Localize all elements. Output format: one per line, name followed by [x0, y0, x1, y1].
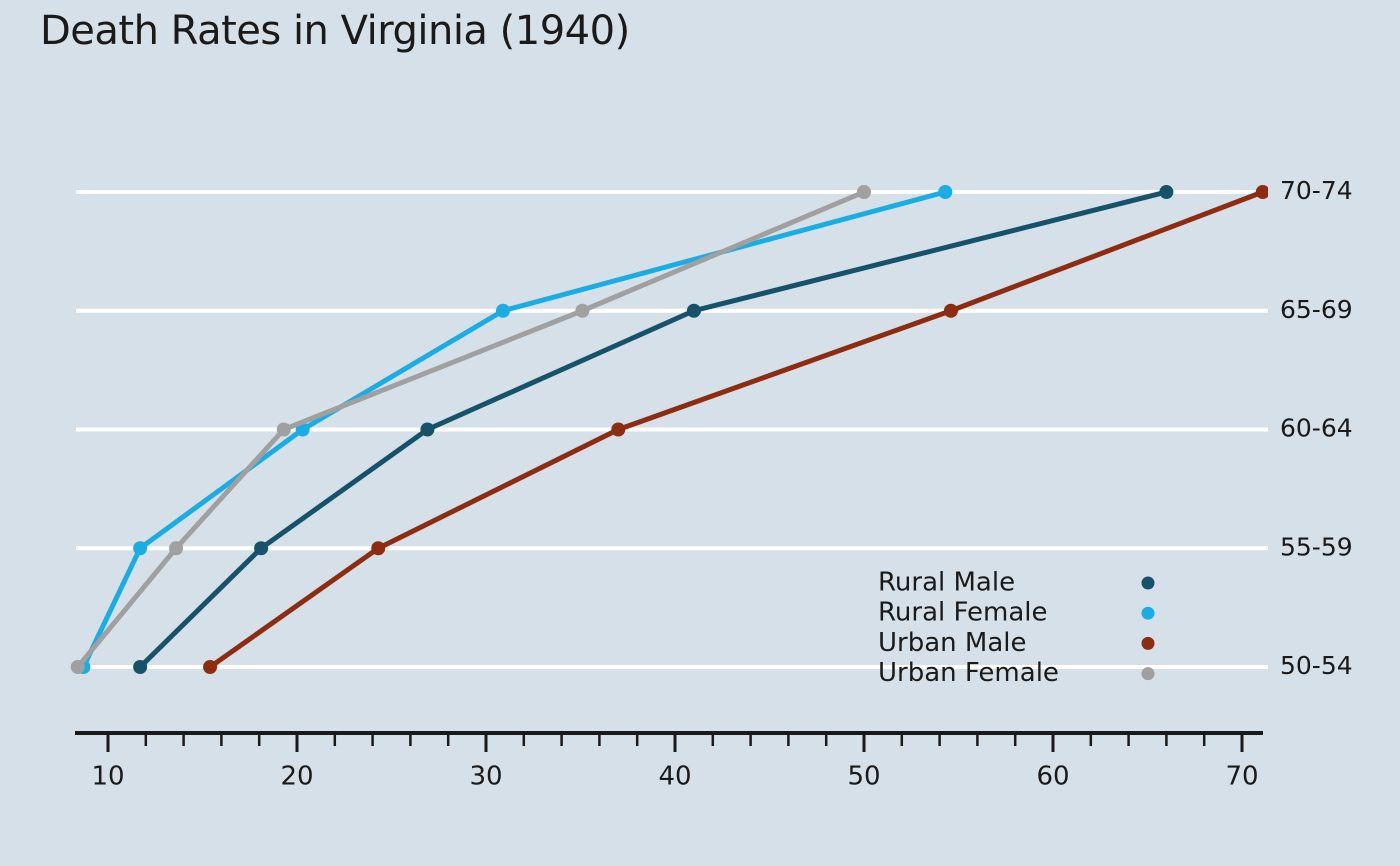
category-label-60-64: 60-64: [1280, 414, 1353, 443]
x-tick-label: 10: [91, 762, 124, 792]
data-point-rural-female-70-74: [938, 185, 953, 199]
data-point-rural-male-50-54: [133, 660, 148, 674]
chart-title: Death Rates in Virginia (1940): [40, 8, 630, 54]
data-point-urban-female-70-74: [857, 185, 871, 199]
x-tick-label: 60: [1036, 762, 1069, 792]
legend-marker-rural-female: [1141, 606, 1155, 620]
data-point-urban-male-60-64: [611, 422, 626, 437]
x-tick-label: 20: [280, 762, 313, 792]
x-tick-label: 70: [1225, 762, 1258, 792]
category-label-55-59: 55-59: [1280, 532, 1353, 561]
legend-marker-rural-male: [1141, 576, 1155, 590]
data-point-urban-female-60-64: [276, 422, 291, 437]
series-group: [70, 185, 1268, 674]
x-tick-label: 40: [658, 762, 691, 792]
category-label-70-74: 70-74: [1280, 176, 1353, 205]
legend-marker-urban-male: [1141, 636, 1155, 650]
legend-label-urban-female: Urban Female: [878, 658, 1059, 688]
data-point-urban-female-55-59: [169, 541, 184, 556]
data-point-rural-female-55-59: [133, 541, 148, 556]
legend-label-urban-male: Urban Male: [878, 628, 1026, 658]
x-tick-label: 30: [469, 762, 502, 792]
x-tick-label: 50: [847, 762, 880, 792]
data-point-urban-female-65-69: [575, 303, 590, 318]
data-point-urban-male-65-69: [943, 303, 958, 318]
data-point-rural-male-70-74: [1159, 185, 1174, 199]
data-point-urban-male-55-59: [371, 541, 386, 556]
data-point-urban-male-70-74: [1255, 185, 1268, 199]
legend-marker-urban-female: [1141, 667, 1155, 681]
data-point-urban-male-50-54: [203, 660, 218, 674]
data-point-rural-male-60-64: [420, 422, 435, 437]
legend-label-rural-female: Rural Female: [878, 598, 1048, 628]
data-point-urban-female-50-54: [70, 660, 85, 674]
data-point-rural-male-55-59: [254, 541, 269, 556]
data-point-rural-male-65-69: [686, 303, 701, 318]
data-point-rural-female-65-69: [496, 303, 511, 318]
category-label-65-69: 65-69: [1280, 295, 1353, 324]
category-label-50-54: 50-54: [1280, 651, 1353, 680]
legend-label-rural-male: Rural Male: [878, 568, 1015, 598]
